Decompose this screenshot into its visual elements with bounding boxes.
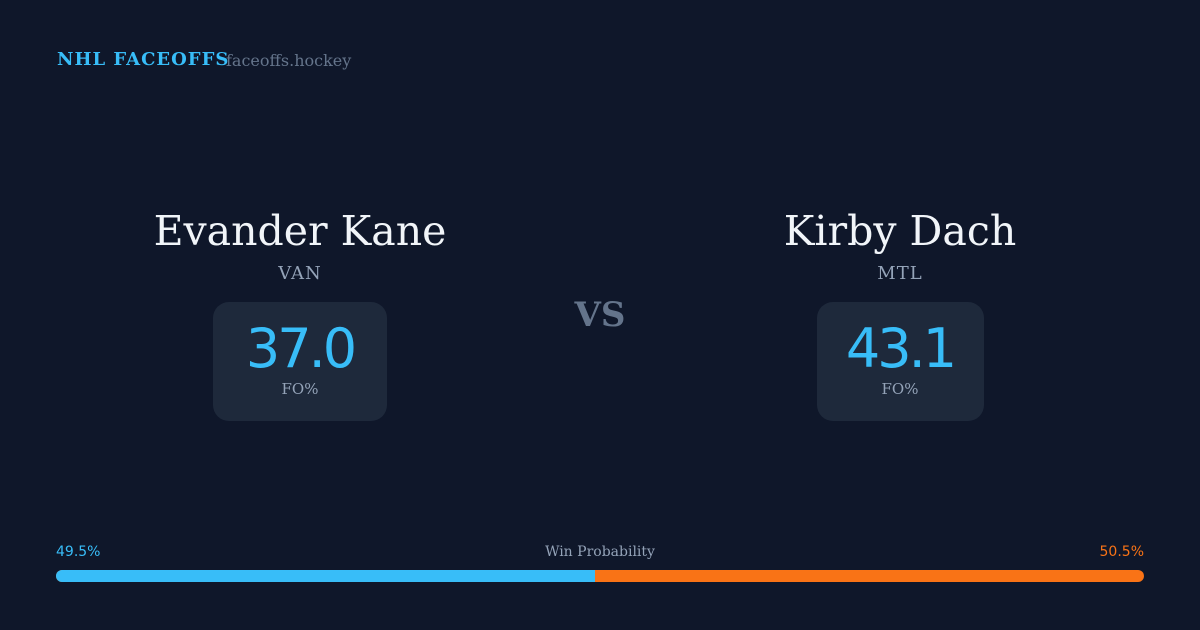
- player-name: Kirby Dach: [783, 207, 1017, 255]
- win-probability-bar: [56, 570, 1144, 582]
- fo-pct-value: 43.1: [845, 317, 957, 380]
- win-probability-label: Win Probability: [545, 544, 655, 560]
- site-url: faceoffs.hockey: [226, 51, 352, 70]
- vs-label: VS: [574, 295, 626, 335]
- left-probability: 49.5%: [56, 544, 101, 560]
- player-left: Evander Kane VAN 37.0 FO%: [100, 205, 500, 421]
- fo-pct-label: FO%: [881, 380, 919, 398]
- fo-pct-value: 37.0: [245, 317, 357, 380]
- right-probability: 50.5%: [1099, 544, 1144, 560]
- left-probability-fill: [56, 570, 595, 582]
- player-team: MTL: [877, 263, 923, 284]
- fo-pct-label: FO%: [281, 380, 319, 398]
- stat-card: 37.0 FO%: [213, 302, 387, 421]
- stat-card: 43.1 FO%: [816, 302, 984, 421]
- brand-title: NHL FACEOFFS: [57, 49, 230, 70]
- player-right: Kirby Dach MTL 43.1 FO%: [700, 205, 1100, 421]
- player-team: VAN: [278, 263, 322, 284]
- player-name: Evander Kane: [153, 207, 447, 255]
